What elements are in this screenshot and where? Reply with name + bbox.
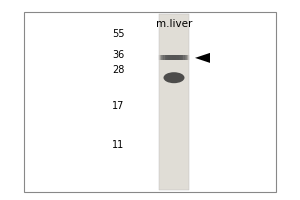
Bar [24, 12, 276, 192]
Bar [167, 55, 170, 60]
Bar [160, 55, 163, 60]
Bar [181, 55, 183, 60]
Bar [168, 55, 170, 60]
Bar [177, 55, 180, 60]
Bar [174, 55, 176, 60]
Text: 11: 11 [112, 140, 124, 150]
Bar [172, 55, 174, 60]
Text: 17: 17 [112, 101, 124, 111]
Text: 36: 36 [112, 50, 124, 60]
Bar [168, 55, 171, 60]
Bar [184, 55, 187, 60]
Bar [179, 55, 182, 60]
Bar [184, 55, 186, 60]
Bar [182, 55, 185, 60]
Bar [176, 55, 178, 60]
Bar [188, 55, 190, 60]
Bar [185, 55, 188, 60]
Bar [176, 55, 178, 60]
Text: m.liver: m.liver [156, 19, 192, 29]
Ellipse shape [164, 72, 184, 83]
Bar [160, 55, 162, 60]
Text: 55: 55 [112, 29, 124, 39]
Bar [175, 55, 177, 60]
Polygon shape [195, 53, 210, 63]
Bar [180, 55, 182, 60]
Bar [185, 55, 187, 60]
Bar [158, 55, 160, 60]
Bar [177, 55, 179, 60]
Bar [163, 55, 166, 60]
Bar [182, 55, 184, 60]
Bar [173, 55, 176, 60]
Bar [171, 55, 174, 60]
Bar [183, 55, 185, 60]
Bar [172, 55, 175, 60]
Bar [187, 55, 189, 60]
Bar [174, 55, 177, 60]
Bar [162, 55, 164, 60]
Bar [164, 55, 166, 60]
Bar [187, 55, 190, 60]
Bar [181, 55, 184, 60]
Bar [169, 55, 171, 60]
Bar [164, 55, 167, 60]
Bar [159, 14, 189, 190]
Bar [178, 55, 181, 60]
Bar [170, 55, 172, 60]
Bar [161, 55, 163, 60]
Bar [166, 55, 168, 60]
Bar [159, 55, 161, 60]
Bar [178, 55, 180, 60]
Bar [163, 55, 165, 60]
Bar [169, 55, 172, 60]
Bar [167, 55, 169, 60]
Text: 28: 28 [112, 65, 124, 75]
Bar [161, 55, 164, 60]
Bar [171, 55, 173, 60]
Bar [165, 55, 167, 60]
Bar [186, 55, 188, 60]
Bar [158, 55, 161, 60]
